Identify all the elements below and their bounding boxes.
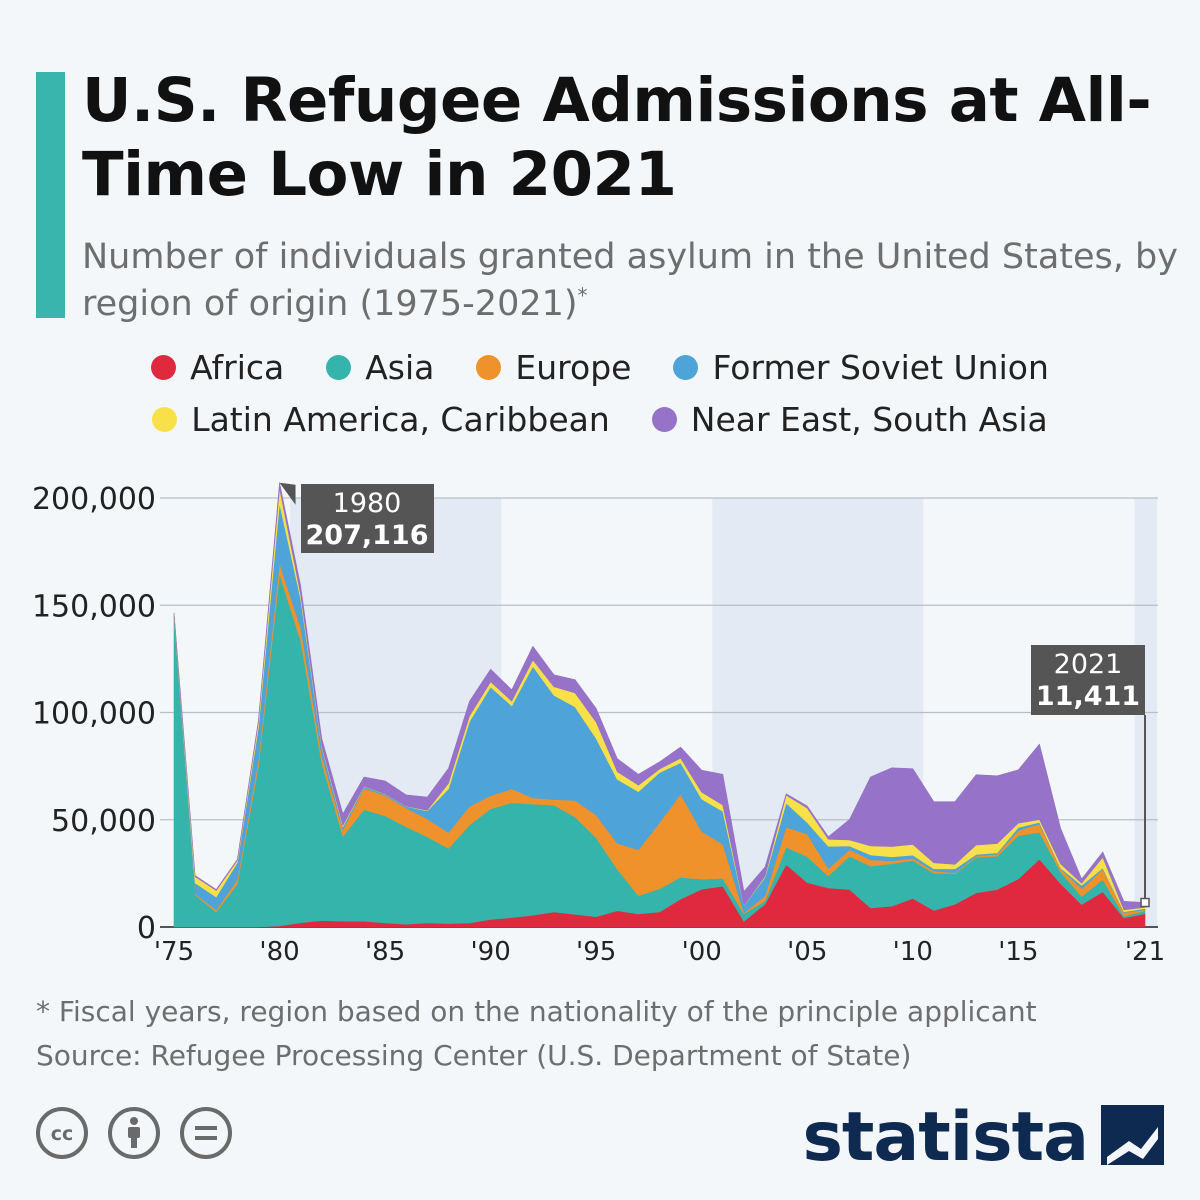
x-tick-label: '21 (1125, 937, 1165, 967)
source-text: Source: Refugee Processing Center (U.S. … (36, 1039, 912, 1072)
y-tick-label: 100,000 (32, 697, 156, 732)
statista-logo-icon (1101, 1105, 1164, 1165)
legend-label-europe: Europe (515, 348, 632, 387)
chart-subtitle: Number of individuals granted asylum in … (82, 234, 1182, 328)
cc-icon[interactable]: cc (36, 1107, 88, 1159)
subtitle-text: Number of individuals granted asylum in … (82, 237, 1178, 324)
legend-label-africa: Africa (190, 348, 285, 387)
y-tick-label: 50,000 (51, 804, 156, 839)
legend-item-latin-america: Latin America, Caribbean (152, 400, 610, 439)
x-tick-label: '95 (576, 937, 616, 967)
x-axis-labels: '75 '80 '85 '90 '95 '00 '05 '10 '15 '21 (154, 937, 1165, 967)
attribution-icon[interactable] (108, 1107, 160, 1159)
callout-1980-value: 207,116 (306, 520, 429, 551)
title-accent-bar (36, 72, 65, 318)
subtitle-footnote-mark: * (577, 283, 588, 308)
x-tick-label: '90 (471, 937, 511, 967)
x-tick-label: '85 (365, 937, 405, 967)
stacked-area-chart: 0 50,000 100,000 150,000 200,000 '75 '80 '85 '9… (32, 482, 1165, 967)
callout-1980-box (301, 484, 434, 553)
x-tick-label: '00 (682, 937, 722, 967)
y-tick-label: 200,000 (32, 482, 156, 517)
y-tick-label: 0 (137, 911, 156, 946)
legend-label-latin-america: Latin America, Caribbean (191, 400, 610, 439)
statista-wordmark: statista (802, 1098, 1089, 1177)
x-tick-label: '05 (787, 937, 827, 967)
callout-1980-pointer (279, 482, 296, 505)
legend-swatch-africa (151, 355, 177, 380)
legend-label-asia: Asia (365, 348, 435, 387)
license-icons: cc (36, 1107, 232, 1159)
callout-1980-year: 1980 (333, 488, 402, 519)
legend-item-africa: Africa (151, 348, 284, 387)
legend-label-near-east: Near East, South Asia (690, 400, 1048, 439)
callout-2021-box (1031, 645, 1145, 715)
no-derivatives-icon[interactable] (180, 1107, 232, 1159)
legend-swatch-former-soviet-union (673, 355, 699, 380)
y-tick-label: 150,000 (32, 589, 156, 624)
callout-2021-value: 11,411 (1036, 681, 1140, 712)
legend-swatch-asia (326, 355, 352, 380)
x-tick-label: '75 (154, 937, 194, 967)
legend-swatch-europe (476, 355, 502, 380)
callout-2021-year: 2021 (1054, 649, 1123, 680)
legend-row-1: Africa Asia Europe Former Soviet Union (0, 348, 1200, 387)
x-tick-label: '80 (259, 937, 299, 967)
legend-swatch-latin-america (152, 407, 178, 432)
legend-item-europe: Europe (476, 348, 631, 387)
legend-item-former-soviet-union: Former Soviet Union (673, 348, 1049, 387)
x-tick-label: '15 (998, 937, 1038, 967)
x-tick-label: '10 (893, 937, 933, 967)
legend-item-asia: Asia (326, 348, 434, 387)
y-axis-labels: 0 50,000 100,000 150,000 200,000 (32, 482, 156, 946)
footnote-text: * Fiscal years, region based on the nati… (36, 995, 1037, 1028)
callout-2021-marker (1140, 897, 1150, 908)
svg-text:cc: cc (51, 1123, 74, 1144)
legend-swatch-near-east (651, 407, 677, 432)
footnote-block: * Fiscal years, region based on the nati… (36, 990, 1166, 1078)
legend-label-former-soviet-union: Former Soviet Union (712, 348, 1049, 387)
chart-title: U.S. Refugee Admissions at All-Time Low … (82, 65, 1152, 210)
legend-row-2: Latin America, Caribbean Near East, Sout… (0, 400, 1200, 439)
series-areas (173, 482, 1146, 928)
legend-item-near-east: Near East, South Asia (651, 400, 1048, 439)
